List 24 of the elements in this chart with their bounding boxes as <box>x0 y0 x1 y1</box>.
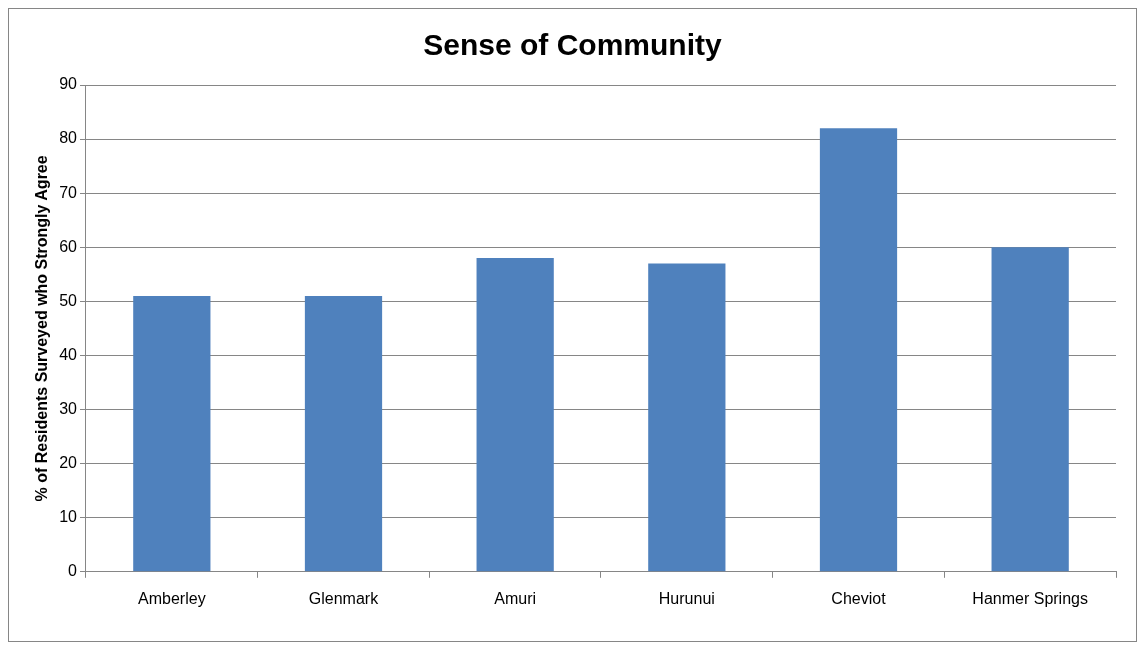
bar <box>133 295 211 572</box>
y-tick-label: 70 <box>59 183 78 201</box>
y-axis-title: % of Residents Surveyed who Strongly Agree <box>33 155 51 502</box>
y-tick-label: 80 <box>59 129 78 147</box>
x-tick-label: Amberley <box>138 589 206 607</box>
bar <box>476 258 554 572</box>
x-tick-label: Hurunui <box>658 589 715 607</box>
x-tick-label: Cheviot <box>831 589 887 607</box>
bar <box>991 247 1069 572</box>
y-tick-label: 60 <box>59 237 78 255</box>
y-tick-label: 40 <box>59 345 78 363</box>
x-tick-label: Glenmark <box>308 589 380 607</box>
x-tick-label: Amuri <box>494 589 537 607</box>
y-tick-label: 30 <box>59 399 78 417</box>
bar <box>648 263 726 572</box>
y-tick-label: 10 <box>59 508 78 526</box>
chart-title: Sense of Community <box>423 28 722 62</box>
y-tick-label: 0 <box>68 562 78 580</box>
y-tick-label: 90 <box>59 75 78 93</box>
y-tick-label: 20 <box>59 454 78 472</box>
x-tick-label: Hanmer Springs <box>972 589 1088 607</box>
y-tick-label: 50 <box>59 291 78 309</box>
bar <box>304 295 383 572</box>
bar <box>819 128 898 572</box>
